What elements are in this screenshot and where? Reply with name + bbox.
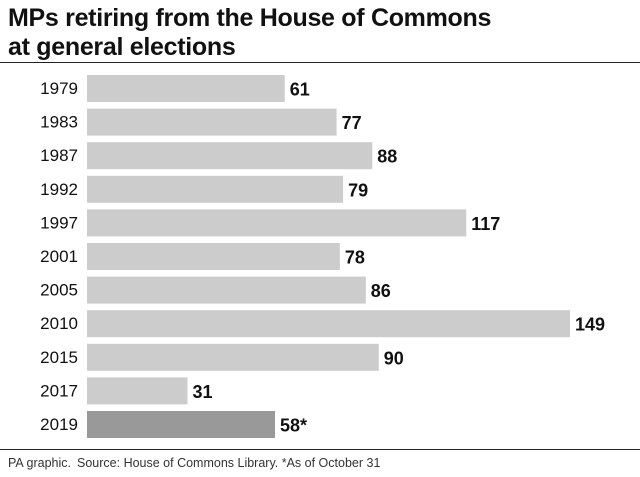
bar-2010 [87,310,570,338]
category-label-2010: 2010 [40,314,78,333]
value-label-2019: 58* [280,416,307,436]
category-label-1987: 1987 [40,146,78,165]
category-label-1983: 1983 [40,113,78,132]
category-label-1979: 1979 [40,79,78,98]
chart-title: MPs retiring from the House of Commons a… [8,4,628,62]
value-label-1987: 88 [377,147,397,167]
value-label-2001: 78 [345,248,365,268]
bar-2019 [87,411,276,438]
value-label-2015: 90 [384,348,404,368]
bar-2015 [87,343,379,371]
bar-2017 [87,377,188,405]
bar-2005 [87,276,366,304]
bar-1987 [87,142,373,170]
footer: PA graphic. Source: House of Commons Libr… [8,456,386,470]
value-label-2017: 31 [192,382,212,402]
bar-1983 [87,108,337,136]
title-line-1: MPs retiring from the House of Commons [8,4,492,32]
bottom-divider [0,449,640,450]
title-line-2: at general elections [8,33,236,61]
category-label-2019: 2019 [40,415,78,434]
value-label-2005: 86 [371,281,391,301]
value-label-1997: 117 [471,214,500,234]
category-label-2017: 2017 [40,381,78,400]
value-label-1992: 79 [348,180,368,200]
category-label-1997: 1997 [40,213,78,232]
bar-1997 [87,209,467,237]
bar-1992 [87,175,344,203]
category-label-2015: 2015 [40,348,78,367]
category-label-2005: 2005 [40,281,78,300]
value-label-2010: 149 [575,315,605,335]
bar-2001 [87,243,340,270]
value-label-1979: 61 [290,80,310,100]
footer-source: Source: House of Commons Library. *As of… [77,456,381,470]
category-label-2001: 2001 [40,247,78,266]
top-divider [0,62,640,63]
category-label-1992: 1992 [40,180,78,199]
bar-1979 [87,75,285,102]
footer-credit: PA graphic. [8,456,72,470]
value-label-1983: 77 [342,113,362,133]
